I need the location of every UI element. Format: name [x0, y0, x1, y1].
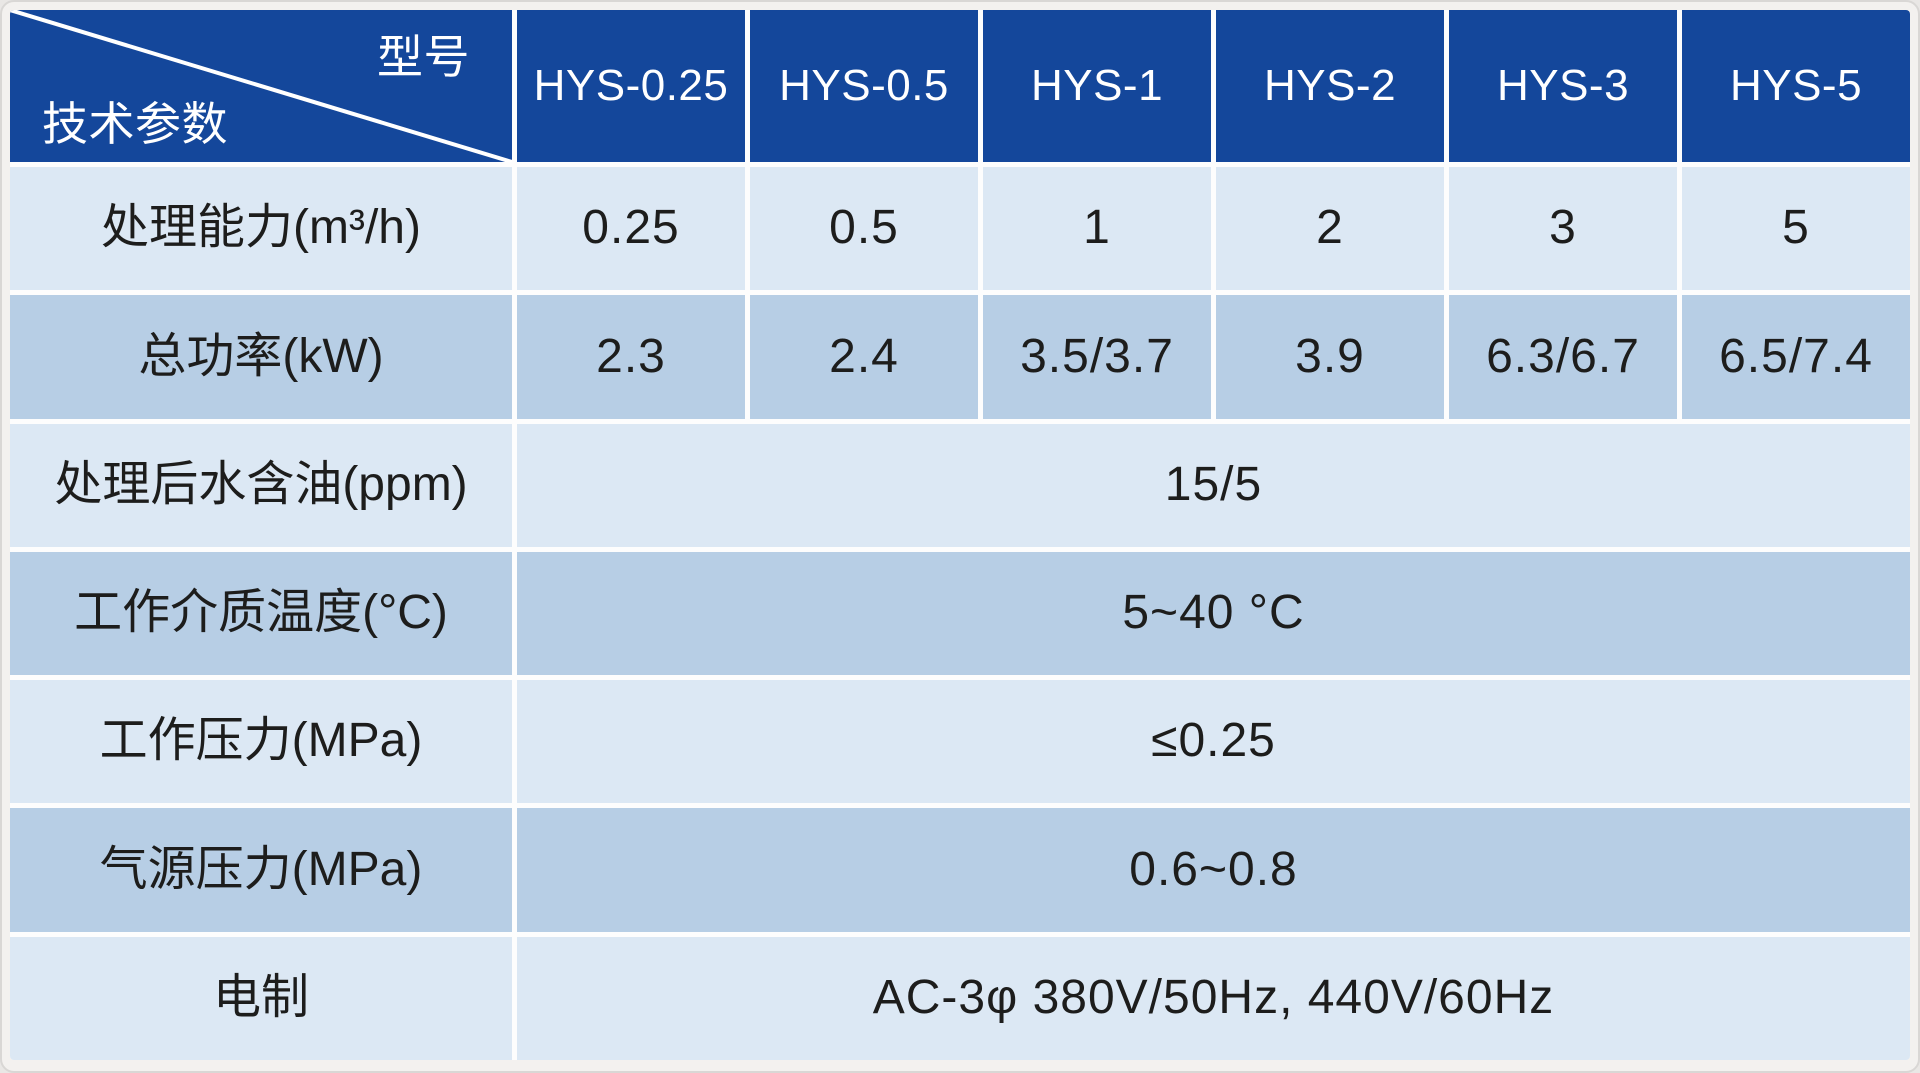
corner-label-parameters: 技术参数 [42, 98, 228, 151]
row-label-oil-content-after-treatment: 处理后水含油(ppm) [10, 423, 512, 547]
value-cell: 2.4 [750, 295, 978, 419]
merged-value-cell: 15/5 [517, 423, 1910, 547]
corner-label-model: 型号 [377, 31, 470, 83]
value-cell: 3 [1449, 167, 1677, 291]
row-label-treatment-capacity: 处理能力(m³/h) [10, 167, 512, 291]
value-cell: 5 [1682, 167, 1910, 291]
value-cell: 3.5/3.7 [983, 295, 1211, 419]
merged-value-cell: 0.6~0.8 [517, 808, 1910, 932]
diagonal-divider-line [10, 10, 512, 162]
value-cell: 1 [983, 167, 1211, 291]
row-label-electrical-system: 电制 [10, 936, 512, 1060]
value-cell: 0.25 [517, 167, 745, 291]
value-cell: 0.5 [750, 167, 978, 291]
row-label-air-supply-pressure: 气源压力(MPa) [10, 808, 512, 932]
value-cell: 2 [1216, 167, 1444, 291]
column-header-hys-0-25: HYS-0.25 [517, 10, 745, 162]
header-corner-cell: 型号 技术参数 [10, 10, 512, 162]
merged-value-cell: ≤0.25 [517, 680, 1910, 804]
row-label-working-medium-temperature: 工作介质温度(°C) [10, 551, 512, 676]
value-cell: 2.3 [517, 295, 745, 419]
value-cell: 6.5/7.4 [1682, 295, 1910, 419]
row-label-working-pressure: 工作压力(MPa) [10, 680, 512, 804]
column-header-hys-3: HYS-3 [1449, 10, 1677, 162]
column-header-hys-5: HYS-5 [1682, 10, 1910, 162]
row-label-total-power: 总功率(kW) [10, 295, 512, 419]
merged-value-cell: AC-3φ 380V/50Hz, 440V/60Hz [517, 936, 1910, 1060]
merged-value-cell: 5~40 °C [517, 551, 1910, 676]
value-cell: 3.9 [1216, 295, 1444, 419]
value-cell: 6.3/6.7 [1449, 295, 1677, 419]
spec-table: 型号 技术参数 HYS-0.25 HYS-0.5 HYS-1 HYS-2 HYS… [10, 10, 1910, 1060]
column-header-hys-2: HYS-2 [1216, 10, 1444, 162]
column-header-hys-0-5: HYS-0.5 [750, 10, 978, 162]
column-header-hys-1: HYS-1 [983, 10, 1211, 162]
